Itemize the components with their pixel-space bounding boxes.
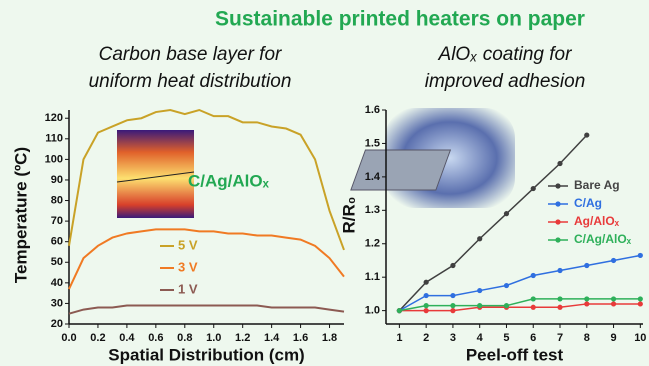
page-title: Sustainable printed heaters on paper bbox=[215, 8, 585, 31]
point bbox=[531, 273, 536, 278]
x-tick-label: 10 bbox=[634, 332, 646, 344]
legend-label: 3 V bbox=[178, 259, 198, 274]
point bbox=[504, 283, 509, 288]
point bbox=[557, 296, 562, 301]
legend-label: 5 V bbox=[178, 237, 198, 252]
x-tick-label: 5 bbox=[503, 332, 509, 344]
x-tick-label: 0.4 bbox=[119, 332, 135, 344]
annotation: C/Ag/AlOₓ bbox=[188, 171, 270, 190]
point bbox=[477, 303, 482, 308]
y-tick-label: 110 bbox=[45, 133, 63, 145]
y-tick-label: 30 bbox=[51, 297, 63, 309]
x-tick-label: 8 bbox=[584, 332, 590, 344]
page: Sustainable printed heaters on paper Car… bbox=[0, 0, 649, 366]
point bbox=[424, 280, 429, 285]
point bbox=[611, 258, 616, 263]
y-axis-label: R/R₀ bbox=[339, 197, 358, 234]
point bbox=[557, 268, 562, 273]
point bbox=[584, 301, 589, 306]
point bbox=[611, 301, 616, 306]
x-tick-label: 9 bbox=[610, 332, 616, 344]
legend-label: Ag/AlOₓ bbox=[574, 214, 620, 228]
point bbox=[397, 308, 402, 313]
chart-subtitle: improved adhesion bbox=[425, 71, 586, 92]
point bbox=[584, 132, 589, 137]
point bbox=[557, 161, 562, 166]
x-tick-label: 6 bbox=[530, 332, 536, 344]
point bbox=[424, 293, 429, 298]
point bbox=[477, 236, 482, 241]
x-tick-label: 0.8 bbox=[177, 332, 192, 344]
legend-marker bbox=[555, 219, 560, 224]
y-tick-label: 1.3 bbox=[365, 204, 380, 216]
x-tick-label: 1.0 bbox=[206, 332, 221, 344]
y-tick-label: 60 bbox=[51, 236, 63, 248]
point bbox=[450, 263, 455, 268]
y-tick-label: 1.5 bbox=[365, 137, 380, 149]
y-tick-label: 40 bbox=[51, 277, 63, 289]
y-tick-label: 120 bbox=[45, 112, 63, 124]
point bbox=[638, 253, 643, 258]
legend-label: C/Ag bbox=[574, 196, 602, 210]
x-tick-label: 0.2 bbox=[90, 332, 105, 344]
y-tick-label: 20 bbox=[51, 318, 63, 330]
point bbox=[424, 308, 429, 313]
point bbox=[477, 288, 482, 293]
x-tick-label: 1.6 bbox=[293, 332, 308, 344]
x-tick-label: 7 bbox=[557, 332, 563, 344]
legend-marker bbox=[555, 201, 560, 206]
chart-subtitle: Carbon base layer for bbox=[99, 44, 282, 65]
x-tick-label: 0.0 bbox=[61, 332, 76, 344]
point bbox=[450, 308, 455, 313]
point bbox=[531, 186, 536, 191]
point bbox=[584, 263, 589, 268]
y-tick-label: 50 bbox=[51, 256, 63, 268]
y-tick-label: 80 bbox=[51, 194, 63, 206]
legend-label: C/Ag/AlOₓ bbox=[574, 232, 632, 246]
point bbox=[584, 296, 589, 301]
point bbox=[557, 305, 562, 310]
y-tick-label: 1.1 bbox=[365, 271, 380, 283]
x-tick-label: 2 bbox=[423, 332, 429, 344]
point bbox=[450, 293, 455, 298]
legend-label: Bare Ag bbox=[574, 178, 620, 192]
x-axis-label: Peel-off test bbox=[466, 345, 564, 364]
y-tick-label: 1.0 bbox=[365, 305, 380, 317]
y-tick-label: 1.2 bbox=[365, 238, 380, 250]
x-tick-label: 3 bbox=[450, 332, 456, 344]
y-tick-label: 90 bbox=[51, 174, 63, 186]
point bbox=[531, 305, 536, 310]
point bbox=[450, 303, 455, 308]
point bbox=[504, 211, 509, 216]
point bbox=[531, 296, 536, 301]
point bbox=[611, 296, 616, 301]
x-tick-label: 1.2 bbox=[235, 332, 250, 344]
x-tick-label: 1.4 bbox=[264, 332, 280, 344]
y-tick-label: 70 bbox=[51, 215, 63, 227]
legend-marker bbox=[555, 237, 560, 242]
point bbox=[638, 301, 643, 306]
x-axis-label: Spatial Distribution (cm) bbox=[108, 345, 304, 364]
y-tick-label: 1.4 bbox=[365, 171, 381, 183]
legend-label: 1 V bbox=[178, 281, 198, 296]
x-tick-label: 0.6 bbox=[148, 332, 163, 344]
chart-subtitle: AlOₓ coating for bbox=[438, 44, 573, 65]
y-tick-label: 1.6 bbox=[365, 104, 380, 116]
y-tick-label: 100 bbox=[45, 153, 63, 165]
x-tick-label: 1 bbox=[396, 332, 402, 344]
x-tick-label: 4 bbox=[477, 332, 484, 344]
point bbox=[638, 296, 643, 301]
chart-subtitle: uniform heat distribution bbox=[89, 71, 292, 92]
point bbox=[424, 303, 429, 308]
legend-marker bbox=[555, 183, 560, 188]
point bbox=[504, 303, 509, 308]
x-tick-label: 1.8 bbox=[322, 332, 337, 344]
y-axis-label: Temperature (ºC) bbox=[11, 147, 30, 283]
